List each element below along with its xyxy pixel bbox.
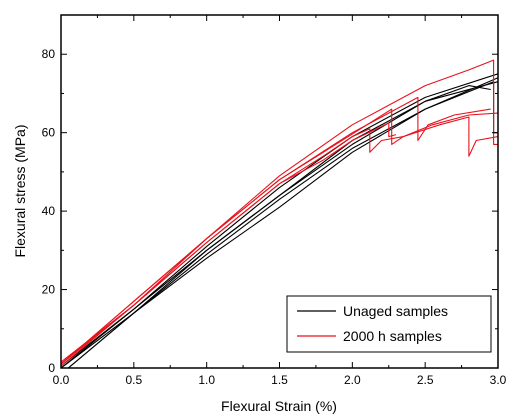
y-tick-label: 40 bbox=[42, 204, 56, 218]
legend-label-aged: 2000 h samples bbox=[343, 328, 442, 344]
x-tick-label: 0.0 bbox=[53, 373, 70, 387]
x-tick-label: 3.0 bbox=[490, 373, 507, 387]
series-line-4 bbox=[60, 73, 499, 367]
legend-box bbox=[286, 295, 492, 353]
series-line-10 bbox=[60, 59, 498, 365]
x-tick-label: 1.0 bbox=[198, 373, 215, 387]
y-tick-label: 20 bbox=[42, 283, 56, 297]
x-tick-label: 0.5 bbox=[125, 373, 142, 387]
legend: Unaged samples 2000 h samples bbox=[286, 295, 492, 353]
y-axis-label: Flexural stress (MPa) bbox=[12, 124, 28, 257]
series-line-7 bbox=[60, 112, 499, 363]
y-tick-label: 0 bbox=[48, 361, 55, 375]
curves-layer bbox=[60, 59, 499, 369]
x-axis-label: Flexural Strain (%) bbox=[221, 398, 337, 414]
x-tick-label: 1.5 bbox=[271, 373, 288, 387]
x-tick-label: 2.5 bbox=[417, 373, 434, 387]
y-tick-label: 60 bbox=[42, 126, 56, 140]
x-tick-label: 2.0 bbox=[344, 373, 361, 387]
ticks-layer: 0.0 0.5 1.0 1.5 2.0 2.5 3.0 0 20 40 60 80 bbox=[42, 14, 507, 387]
y-tick-label: 80 bbox=[42, 47, 56, 61]
legend-label-unaged: Unaged samples bbox=[343, 303, 448, 319]
